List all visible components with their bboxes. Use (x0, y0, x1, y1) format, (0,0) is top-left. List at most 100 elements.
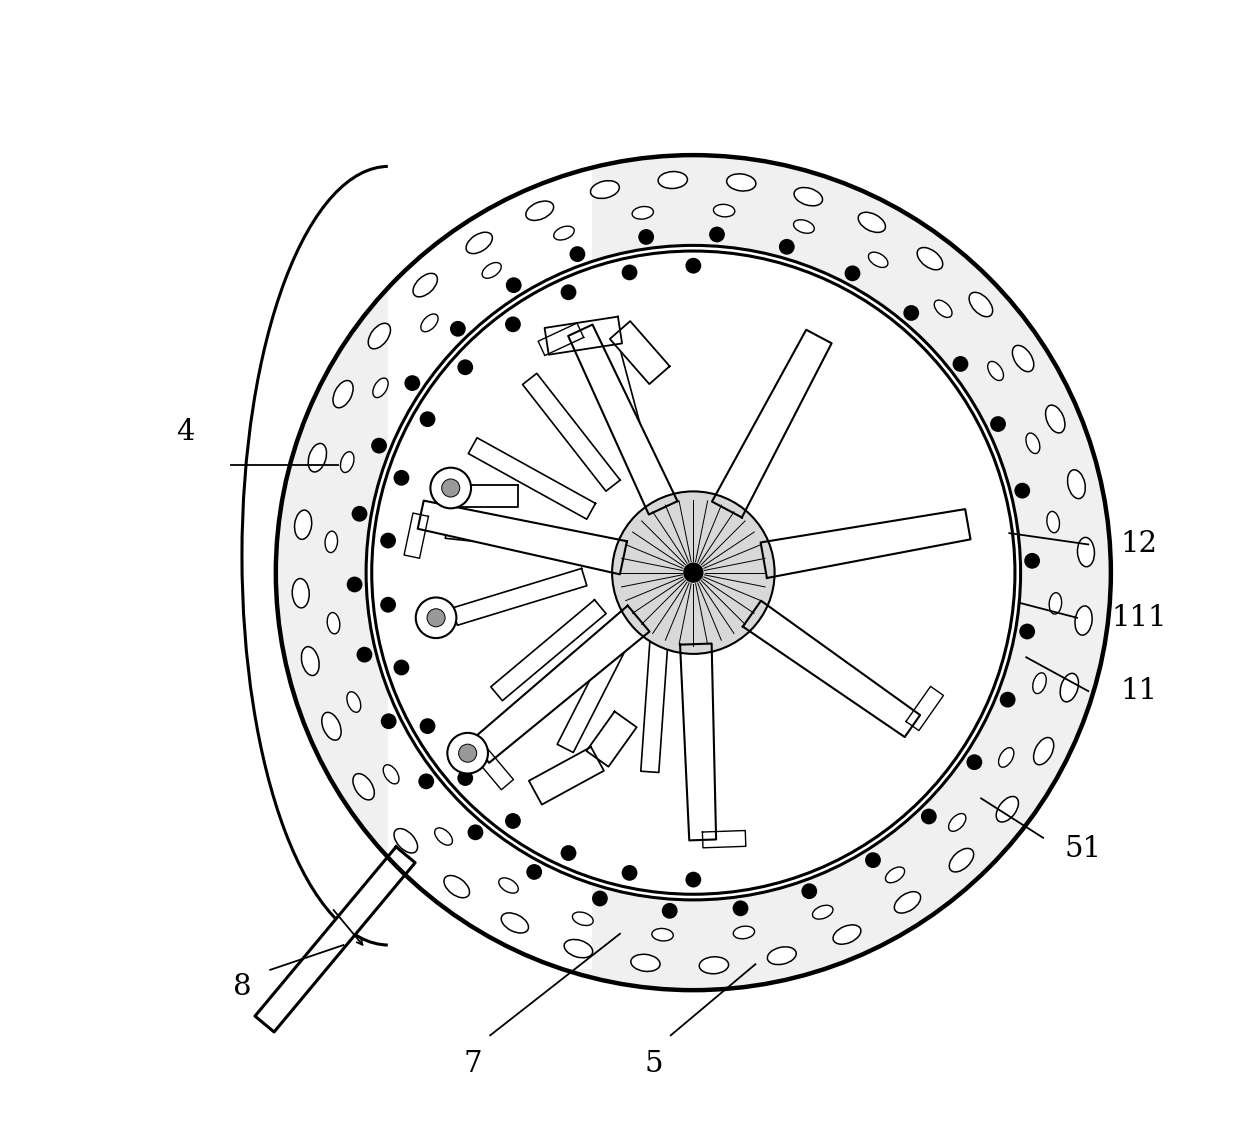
Ellipse shape (334, 381, 353, 408)
Polygon shape (418, 500, 627, 574)
Ellipse shape (812, 905, 833, 920)
Polygon shape (453, 568, 587, 625)
Ellipse shape (949, 813, 966, 831)
Polygon shape (743, 601, 920, 737)
Circle shape (275, 155, 1111, 990)
Circle shape (441, 479, 460, 497)
Circle shape (560, 845, 577, 861)
Ellipse shape (347, 692, 361, 712)
Circle shape (450, 321, 466, 337)
Polygon shape (529, 747, 604, 805)
Ellipse shape (996, 796, 1018, 822)
Polygon shape (680, 644, 717, 840)
Ellipse shape (1047, 511, 1059, 533)
Ellipse shape (1033, 672, 1047, 694)
Circle shape (371, 438, 387, 454)
Ellipse shape (435, 828, 453, 845)
Text: 12: 12 (1121, 531, 1158, 558)
Circle shape (733, 900, 749, 916)
Circle shape (505, 316, 521, 332)
Polygon shape (474, 746, 513, 789)
Ellipse shape (325, 531, 337, 552)
Circle shape (357, 646, 372, 662)
Ellipse shape (466, 232, 492, 254)
Ellipse shape (652, 929, 673, 941)
Ellipse shape (1012, 346, 1034, 372)
Circle shape (683, 562, 703, 583)
Circle shape (621, 865, 637, 881)
Ellipse shape (564, 939, 593, 958)
Circle shape (459, 744, 476, 762)
Polygon shape (587, 711, 636, 767)
Ellipse shape (1045, 405, 1065, 433)
Circle shape (352, 506, 367, 522)
Circle shape (569, 246, 585, 262)
Polygon shape (522, 373, 620, 491)
Text: 51: 51 (1064, 835, 1101, 863)
Ellipse shape (444, 875, 470, 898)
Circle shape (866, 853, 880, 868)
Text: 8: 8 (233, 973, 252, 1001)
Ellipse shape (713, 204, 735, 217)
Ellipse shape (373, 378, 388, 398)
Circle shape (381, 713, 397, 729)
Ellipse shape (383, 764, 399, 784)
Circle shape (990, 416, 1006, 432)
Ellipse shape (413, 273, 438, 297)
Ellipse shape (368, 323, 391, 349)
Text: 7: 7 (464, 1049, 482, 1077)
Ellipse shape (768, 947, 796, 965)
Ellipse shape (554, 226, 574, 240)
Ellipse shape (420, 314, 438, 332)
Ellipse shape (394, 829, 418, 853)
Polygon shape (906, 686, 944, 730)
Circle shape (686, 872, 702, 888)
Ellipse shape (573, 912, 593, 925)
Circle shape (505, 813, 521, 829)
Text: 111: 111 (1111, 603, 1167, 632)
Ellipse shape (833, 925, 861, 945)
Ellipse shape (501, 913, 528, 933)
Circle shape (404, 375, 420, 391)
Circle shape (381, 533, 396, 549)
Circle shape (430, 467, 471, 508)
Circle shape (526, 864, 542, 880)
Ellipse shape (1025, 433, 1040, 454)
Circle shape (591, 890, 608, 906)
Ellipse shape (482, 262, 501, 278)
Polygon shape (255, 847, 415, 1032)
Polygon shape (544, 316, 622, 355)
Polygon shape (641, 636, 668, 772)
Ellipse shape (1034, 737, 1054, 764)
Ellipse shape (858, 212, 885, 232)
Circle shape (844, 265, 861, 281)
Ellipse shape (988, 362, 1003, 381)
Polygon shape (445, 521, 582, 552)
Ellipse shape (934, 301, 952, 318)
Ellipse shape (868, 252, 888, 268)
Circle shape (381, 596, 396, 612)
Circle shape (458, 770, 474, 786)
Circle shape (418, 773, 434, 789)
Circle shape (709, 227, 725, 243)
Circle shape (1019, 624, 1035, 640)
Text: 11: 11 (1121, 677, 1158, 705)
Circle shape (419, 412, 435, 428)
Ellipse shape (526, 201, 553, 220)
Polygon shape (471, 606, 650, 763)
Polygon shape (610, 321, 670, 384)
Ellipse shape (885, 868, 905, 882)
Ellipse shape (1075, 606, 1092, 635)
Circle shape (506, 278, 522, 293)
Circle shape (621, 264, 637, 280)
Text: 4: 4 (176, 417, 195, 446)
Ellipse shape (590, 180, 619, 198)
Ellipse shape (295, 510, 311, 540)
Polygon shape (557, 624, 635, 753)
Polygon shape (469, 438, 595, 519)
Ellipse shape (631, 955, 660, 972)
Ellipse shape (322, 712, 341, 741)
Circle shape (921, 809, 936, 824)
Circle shape (347, 576, 362, 592)
Circle shape (393, 660, 409, 676)
